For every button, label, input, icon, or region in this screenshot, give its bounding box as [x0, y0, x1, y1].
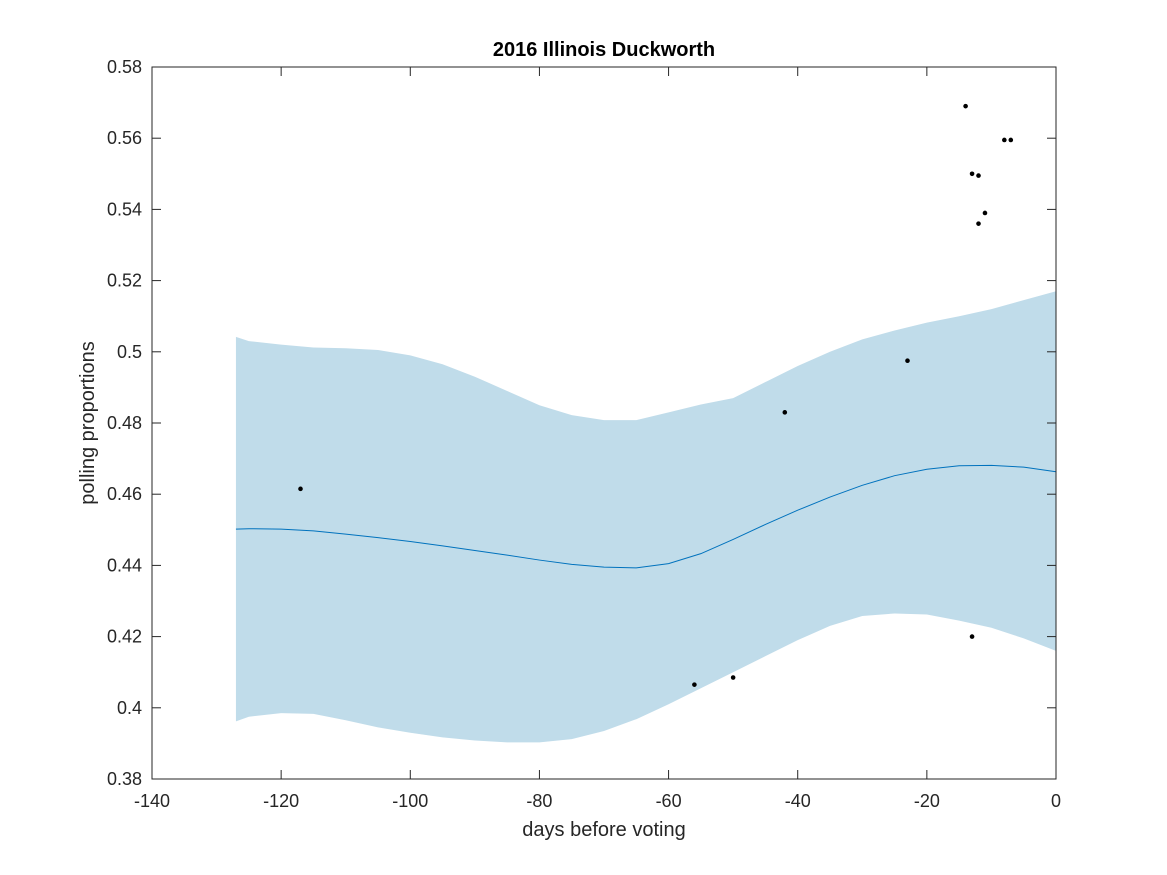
confidence-band: [235, 291, 1056, 743]
x-axis-label: days before voting: [522, 819, 685, 841]
poll-point: [905, 358, 910, 364]
y-tick-label: 0.54: [107, 199, 142, 219]
y-tick-label: 0.52: [107, 271, 142, 291]
poll-point: [982, 210, 988, 216]
x-tick-label: -120: [263, 791, 299, 811]
y-tick-label: 0.48: [107, 413, 142, 433]
plot-area: [235, 103, 1057, 743]
poll-point: [298, 486, 303, 492]
chart-title: 2016 Illinois Duckworth: [493, 39, 715, 61]
axis-ticks: -140 -120 -100 -80 -60 -40 -20 0 0.38 0.4 0.42 0.44…: [107, 57, 1061, 811]
y-tick-label: 0.5: [117, 342, 142, 362]
mean-line: [235, 464, 1057, 569]
x-tick-label: -60: [656, 791, 682, 811]
x-tick-label: 0: [1051, 791, 1061, 811]
y-tick-label: 0.4: [117, 698, 142, 718]
poll-point: [782, 410, 788, 415]
poll-point: [976, 173, 981, 178]
x-tick-label: -20: [914, 791, 940, 811]
poll-point: [730, 675, 736, 680]
poll-point: [1002, 137, 1007, 143]
poll-point: [692, 682, 697, 687]
y-tick-label: 0.56: [107, 128, 142, 148]
x-tick-label: -40: [785, 791, 811, 811]
poll-point: [969, 634, 975, 639]
x-tick-label: -100: [392, 791, 428, 811]
x-tick-label: -140: [134, 791, 170, 811]
poll-point: [963, 103, 968, 109]
poll-point: [976, 221, 981, 226]
y-tick-label: 0.58: [107, 57, 142, 77]
poll-point: [1008, 137, 1014, 143]
y-tick-label: 0.46: [107, 484, 142, 504]
y-axis-label: polling proportions: [77, 341, 99, 504]
y-tick-label: 0.38: [107, 769, 142, 789]
x-tick-label: -80: [526, 791, 552, 811]
poll-point: [969, 171, 975, 177]
y-tick-label: 0.44: [107, 555, 142, 575]
y-tick-label: 0.42: [107, 627, 142, 647]
